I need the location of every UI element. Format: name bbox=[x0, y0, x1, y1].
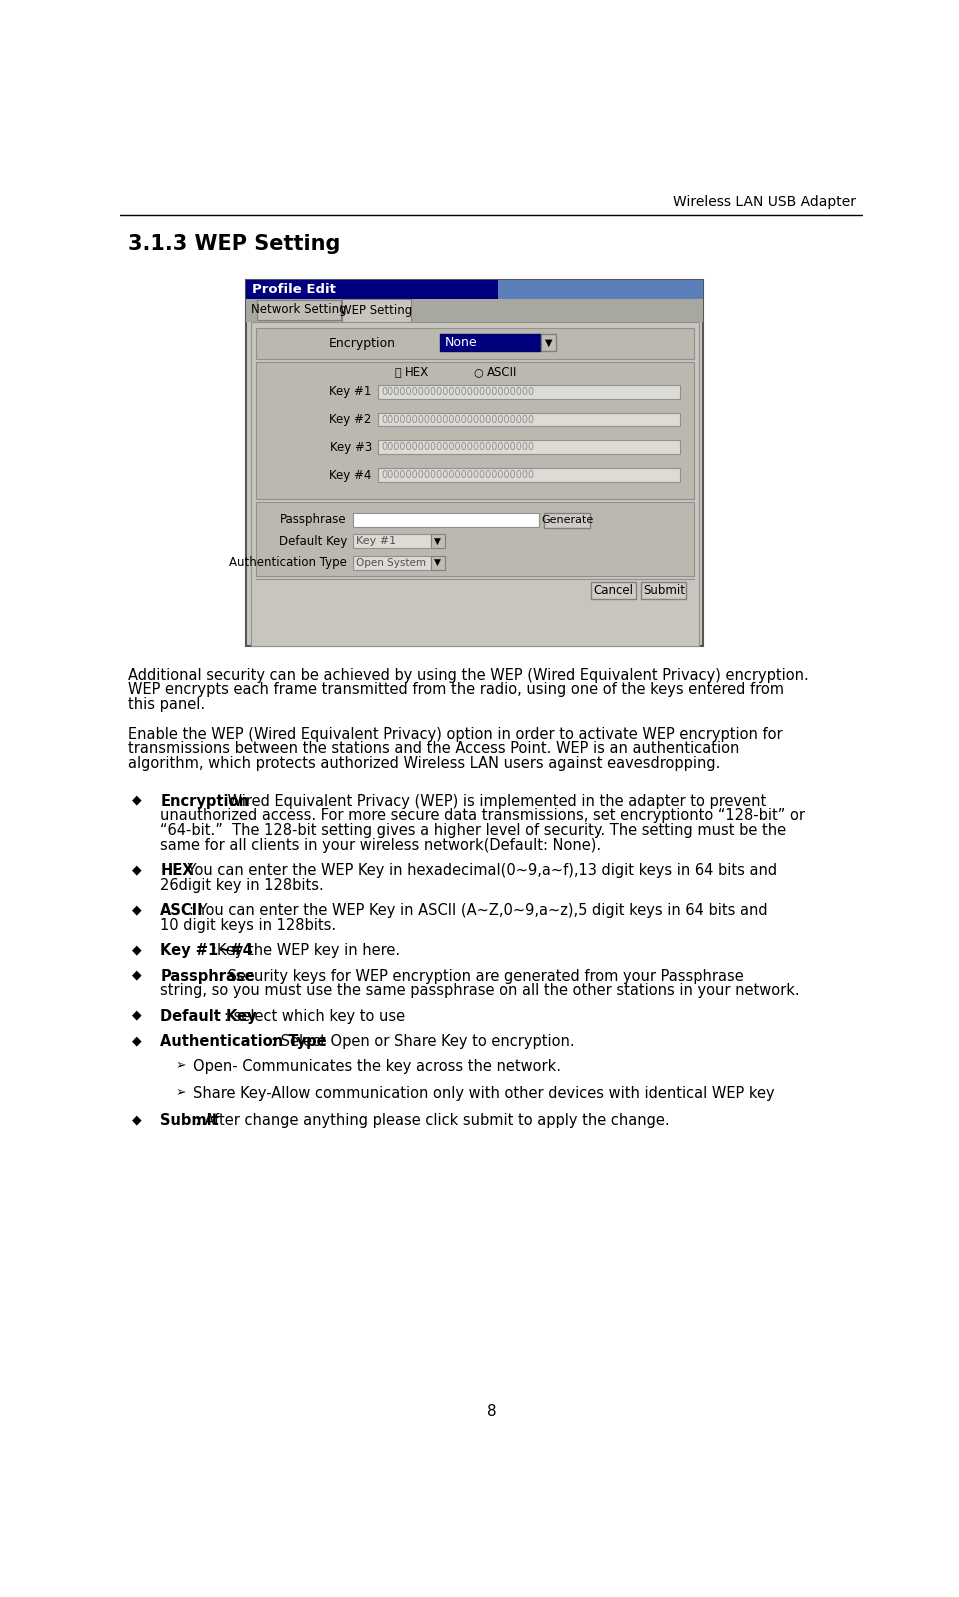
Bar bbox=[251, 321, 699, 645]
Bar bbox=[246, 279, 498, 299]
Text: string, so you must use the same passphrase on all the other stations in your ne: string, so you must use the same passphr… bbox=[160, 984, 800, 998]
Text: WEP Setting: WEP Setting bbox=[340, 305, 412, 318]
Text: ◆: ◆ bbox=[132, 794, 142, 806]
Text: : Security keys for WEP encryption are generated from your Passphrase: : Security keys for WEP encryption are g… bbox=[219, 968, 744, 984]
Text: transmissions between the stations and the Access Point. WEP is an authenticatio: transmissions between the stations and t… bbox=[128, 741, 739, 757]
Bar bbox=[246, 299, 704, 321]
Text: ➢: ➢ bbox=[175, 1059, 186, 1073]
Text: Encryption: Encryption bbox=[160, 794, 249, 808]
Text: this panel.: this panel. bbox=[128, 696, 205, 712]
Text: Additional security can be achieved by using the WEP (Wired Equivalent Privacy) : Additional security can be achieved by u… bbox=[128, 668, 808, 682]
Bar bbox=[591, 581, 636, 599]
Bar bbox=[431, 535, 445, 548]
Text: Key #3: Key #3 bbox=[330, 441, 372, 454]
Bar bbox=[255, 327, 694, 359]
Text: ◆: ◆ bbox=[132, 862, 142, 877]
Text: Authentication Type: Authentication Type bbox=[160, 1033, 327, 1049]
Text: Submit: Submit bbox=[643, 585, 685, 597]
Text: HEX: HEX bbox=[160, 862, 194, 878]
Text: : You can enter the WEP Key in ASCII (A~Z,0~9,a~z),5 digit keys in 64 bits and: : You can enter the WEP Key in ASCII (A~… bbox=[189, 904, 768, 918]
Text: ◆: ◆ bbox=[132, 1033, 142, 1048]
Text: Open- Communicates the key across the network.: Open- Communicates the key across the ne… bbox=[193, 1059, 561, 1075]
Text: :Key the WEP key in here.: :Key the WEP key in here. bbox=[213, 944, 401, 958]
Text: ▼: ▼ bbox=[434, 559, 441, 567]
Bar bbox=[642, 581, 687, 599]
Text: ◆: ◆ bbox=[132, 904, 142, 917]
Text: same for all clients in your wireless network(Default: None).: same for all clients in your wireless ne… bbox=[160, 838, 601, 853]
Bar bbox=[255, 501, 694, 577]
Text: Cancel: Cancel bbox=[594, 585, 634, 597]
Text: 0000000000000000000000000: 0000000000000000000000000 bbox=[381, 442, 534, 452]
Text: “64-bit.”  The 128-bit setting gives a higher level of security. The setting mus: “64-bit.” The 128-bit setting gives a hi… bbox=[160, 822, 786, 838]
Text: ◆: ◆ bbox=[132, 1009, 142, 1022]
Text: Submit: Submit bbox=[160, 1113, 219, 1129]
Text: ▼: ▼ bbox=[545, 337, 552, 348]
Text: 0000000000000000000000000: 0000000000000000000000000 bbox=[381, 470, 534, 481]
Bar bbox=[353, 535, 431, 548]
Text: Key #1: Key #1 bbox=[329, 385, 372, 398]
Text: Enable the WEP (Wired Equivalent Privacy) option in order to activate WEP encryp: Enable the WEP (Wired Equivalent Privacy… bbox=[128, 727, 783, 741]
Text: ⦿: ⦿ bbox=[394, 367, 401, 377]
Text: unauthorized access. For more secure data transmissions, set encryptionto “128-b: unauthorized access. For more secure dat… bbox=[160, 808, 806, 824]
Text: ◆: ◆ bbox=[132, 944, 142, 957]
Text: Open System: Open System bbox=[356, 557, 426, 569]
Text: 10 digit keys in 128bits.: 10 digit keys in 128bits. bbox=[160, 918, 337, 933]
Text: ◆: ◆ bbox=[132, 968, 142, 982]
Text: Authentication Type: Authentication Type bbox=[229, 556, 347, 569]
Text: : Wired Equivalent Privacy (WEP) is implemented in the adapter to prevent: : Wired Equivalent Privacy (WEP) is impl… bbox=[219, 794, 766, 808]
Text: ○: ○ bbox=[474, 367, 483, 377]
Text: 26digit key in 128bits.: 26digit key in 128bits. bbox=[160, 878, 324, 893]
Text: Encryption: Encryption bbox=[329, 337, 396, 350]
Text: Passphrase: Passphrase bbox=[280, 513, 347, 525]
Text: Default Key: Default Key bbox=[278, 535, 347, 548]
Text: ▼: ▼ bbox=[434, 537, 441, 546]
Bar bbox=[544, 513, 591, 529]
Text: Generate: Generate bbox=[541, 516, 594, 525]
Text: ◆: ◆ bbox=[132, 1113, 142, 1126]
Bar bbox=[378, 385, 680, 399]
Bar bbox=[378, 468, 680, 482]
Bar bbox=[431, 556, 445, 570]
Text: : You can enter the WEP Key in hexadecimal(0~9,a~f),13 digit keys in 64 bits and: : You can enter the WEP Key in hexadecim… bbox=[177, 862, 777, 878]
Text: 8: 8 bbox=[487, 1404, 497, 1420]
Text: 0000000000000000000000000: 0000000000000000000000000 bbox=[381, 415, 534, 425]
Bar bbox=[440, 334, 541, 351]
Bar bbox=[378, 441, 680, 454]
Text: Profile Edit: Profile Edit bbox=[251, 283, 336, 295]
Text: HEX: HEX bbox=[405, 366, 430, 378]
Bar bbox=[498, 279, 704, 299]
Text: None: None bbox=[445, 335, 478, 350]
Text: Key #2: Key #2 bbox=[329, 414, 372, 426]
Text: Passphrase: Passphrase bbox=[160, 968, 255, 984]
Bar bbox=[353, 513, 539, 527]
Text: : select which key to use: : select which key to use bbox=[224, 1009, 406, 1024]
Text: Key #1~#4: Key #1~#4 bbox=[160, 944, 253, 958]
Bar bbox=[541, 334, 556, 351]
Text: ASCII: ASCII bbox=[160, 904, 204, 918]
Text: Wireless LAN USB Adapter: Wireless LAN USB Adapter bbox=[673, 195, 856, 209]
Text: Key #1: Key #1 bbox=[356, 537, 396, 546]
Text: Share Key-Allow communication only with other devices with identical WEP key: Share Key-Allow communication only with … bbox=[193, 1086, 774, 1102]
Text: ➢: ➢ bbox=[175, 1086, 186, 1099]
Text: Network Setting: Network Setting bbox=[251, 303, 347, 316]
Bar bbox=[342, 299, 410, 323]
Text: Default Key: Default Key bbox=[160, 1009, 257, 1024]
Text: : Select Open or Share Key to encryption.: : Select Open or Share Key to encryption… bbox=[270, 1033, 574, 1049]
Text: : After change anything please click submit to apply the change.: : After change anything please click sub… bbox=[195, 1113, 669, 1129]
Text: Key #4: Key #4 bbox=[329, 468, 372, 482]
Text: ASCII: ASCII bbox=[486, 366, 517, 378]
Text: algorithm, which protects authorized Wireless LAN users against eavesdropping.: algorithm, which protects authorized Wir… bbox=[128, 755, 720, 771]
Bar bbox=[353, 556, 431, 570]
Text: 0000000000000000000000000: 0000000000000000000000000 bbox=[381, 386, 534, 396]
Bar bbox=[246, 279, 704, 645]
Text: 3.1.3 WEP Setting: 3.1.3 WEP Setting bbox=[128, 235, 340, 254]
Text: WEP encrypts each frame transmitted from the radio, using one of the keys entere: WEP encrypts each frame transmitted from… bbox=[128, 682, 784, 698]
Bar bbox=[378, 412, 680, 426]
Bar bbox=[255, 363, 694, 498]
Bar bbox=[257, 300, 340, 321]
